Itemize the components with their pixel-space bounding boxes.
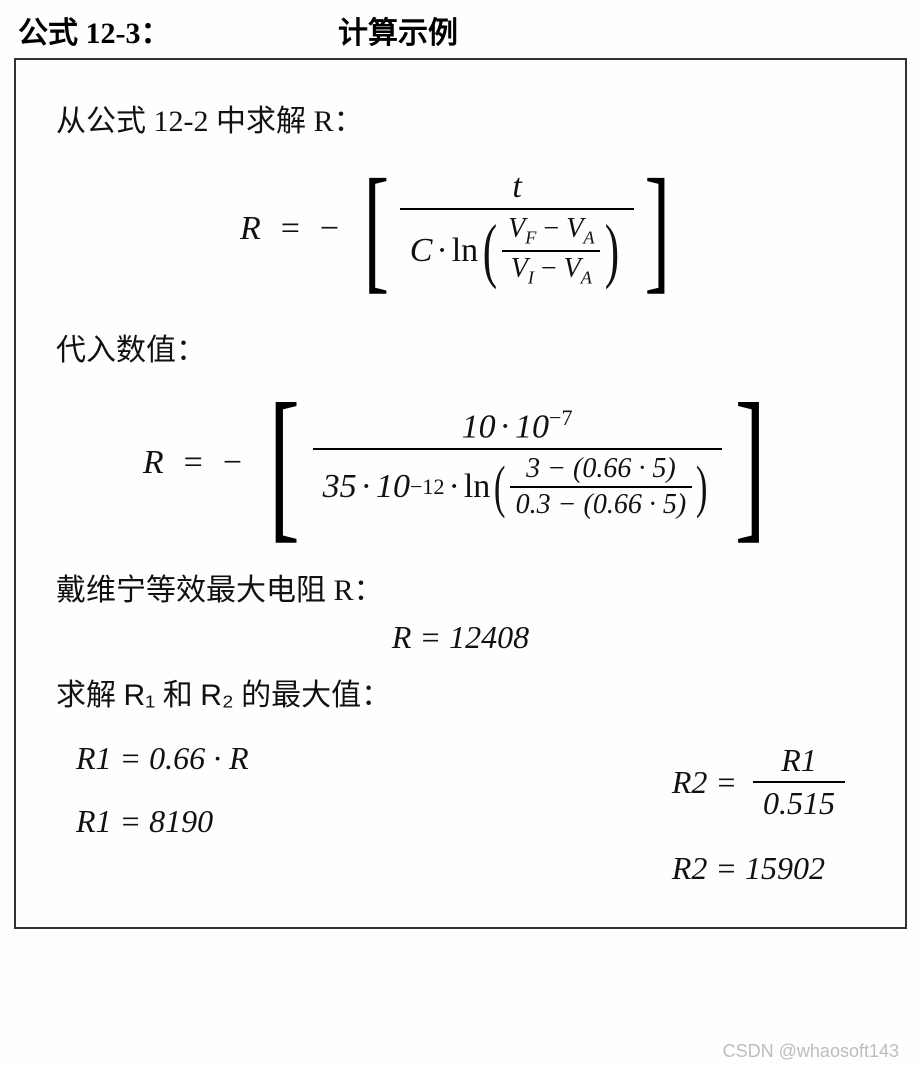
solve-label: 求解 R₁ 和 R₂ 的最大值： [56, 670, 865, 714]
r2-value: R2 = 15902 [672, 850, 845, 887]
left-paren-icon: ( [483, 225, 497, 275]
right-paren-icon: ) [605, 225, 619, 275]
left-paren-icon: ( [494, 467, 506, 508]
inner-fraction: VF − VA VI − VA [502, 212, 600, 289]
big-bracket: [ t C · ln ( VF − VA [353, 166, 681, 291]
right-bracket-icon: ] [734, 395, 765, 531]
main-fraction: t C · ln ( VF − VA [400, 166, 635, 291]
lhs-r: R [240, 210, 261, 248]
watermark: CSDN @whaosoft143 [723, 1041, 899, 1062]
numeric-fraction: 10·10−7 35·10−12 · ln ( 3 − (0.66 · 5) 0… [313, 403, 722, 524]
header: 公式 12-3： 计算示例 [0, 0, 921, 58]
thevenin-label: 戴维宁等效最大电阻 R： [56, 565, 865, 609]
numeric-denominator: 35·10−12 · ln ( 3 − (0.66 · 5) 0.3 − (0.… [313, 450, 722, 524]
intro-text: 从公式 12-2 中求解 R： [56, 96, 865, 140]
negative-sign: − [320, 210, 339, 248]
r1-formula: R1 = 0.66 · R [76, 740, 249, 777]
left-bracket-icon: [ [364, 173, 390, 285]
denominator: C · ln ( VF − VA VI [400, 210, 635, 291]
r2-formula: R2 = R1 0.515 [672, 740, 845, 824]
content-frame: 从公式 12-2 中求解 R： R = − [ t C · ln ( [14, 58, 907, 929]
r1-value: R1 = 8190 [76, 803, 249, 840]
numerator-t: t [502, 166, 531, 208]
formula-r-symbolic: R = − [ t C · ln ( VF − [56, 166, 865, 291]
left-column: R1 = 0.66 · R R1 = 8190 [76, 740, 249, 887]
formula-number: 公式 12-3： [18, 17, 171, 50]
results-columns: R1 = 0.66 · R R1 = 8190 R2 = R1 0.515 R2… [56, 740, 865, 887]
right-column: R2 = R1 0.515 R2 = 15902 [672, 740, 845, 887]
header-subtitle: 计算示例 [338, 17, 458, 50]
equals-sign: = [275, 210, 306, 248]
substitute-label: 代入数值： [56, 325, 865, 369]
formula-r-numeric: R = − [ 10·10−7 35·10−12 · ln ( 3 [56, 395, 865, 531]
numeric-numerator: 10·10−7 [452, 403, 583, 448]
right-paren-icon: ) [696, 467, 708, 508]
right-bracket-icon: ] [645, 173, 671, 285]
r-result: R = 12408 [56, 619, 865, 656]
left-bracket-icon: [ [269, 395, 300, 531]
